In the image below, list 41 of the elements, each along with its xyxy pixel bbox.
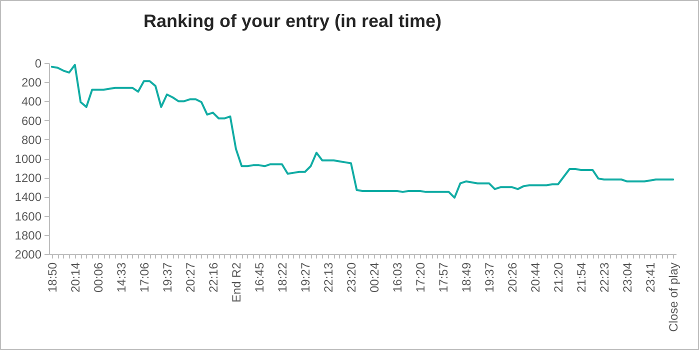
x-tick-label: 00:06 <box>91 262 106 293</box>
y-tick-label: 1200 <box>14 171 42 186</box>
x-tick-label: 18:22 <box>275 262 290 293</box>
line-series <box>50 64 674 199</box>
y-tick-label: 600 <box>21 114 42 128</box>
y-tick-label: 1400 <box>14 190 42 204</box>
y-tick-label: 1600 <box>14 209 42 224</box>
chart-title: Ranking of your entry (in real time) <box>143 11 442 31</box>
x-tick-label: 14:33 <box>114 262 128 293</box>
y-tick-label: 400 <box>21 94 42 109</box>
x-tick-label: 16:03 <box>390 262 405 293</box>
x-tick-label: 19:27 <box>298 262 312 293</box>
x-tick-label: 22:16 <box>206 262 220 293</box>
x-tick-label: 18:49 <box>460 262 474 293</box>
x-tick-label: 22:13 <box>321 262 336 293</box>
x-tick-label: 19:37 <box>160 262 174 293</box>
x-tick-label: End R2 <box>229 262 244 303</box>
x-tick-label: 23:04 <box>620 262 635 293</box>
y-tick-label: 200 <box>21 76 42 90</box>
x-tick-label: 21:20 <box>552 262 566 293</box>
x-tick-label: 17:57 <box>436 262 451 293</box>
x-tick-label: 17:20 <box>414 262 428 293</box>
x-tick-label: 20:27 <box>183 262 198 293</box>
y-tick-label: 2000 <box>14 248 42 262</box>
x-tick-label: 18:50 <box>45 262 60 293</box>
x-tick-label: 23:41 <box>644 262 658 293</box>
x-tick-label: 23:20 <box>344 262 358 293</box>
x-tick-label: Close of play <box>666 262 681 332</box>
y-tick-label: 1800 <box>14 228 42 242</box>
x-tick-label: 19:37 <box>482 262 497 293</box>
x-tick-label: 17:06 <box>137 262 152 293</box>
x-tick-label: 22:23 <box>598 262 612 293</box>
x-tick-label: 21:54 <box>574 262 589 293</box>
x-tick-label: 16:45 <box>252 262 266 293</box>
x-tick-label: 00:24 <box>368 262 382 293</box>
y-tick-label: 1000 <box>14 152 42 166</box>
x-tick-label: 20:14 <box>68 262 82 293</box>
x-tick-label: 20:44 <box>528 262 543 293</box>
x-tick-label: 20:26 <box>506 262 520 293</box>
y-tick-label: 800 <box>21 132 42 147</box>
y-tick-label: 0 <box>34 56 42 70</box>
